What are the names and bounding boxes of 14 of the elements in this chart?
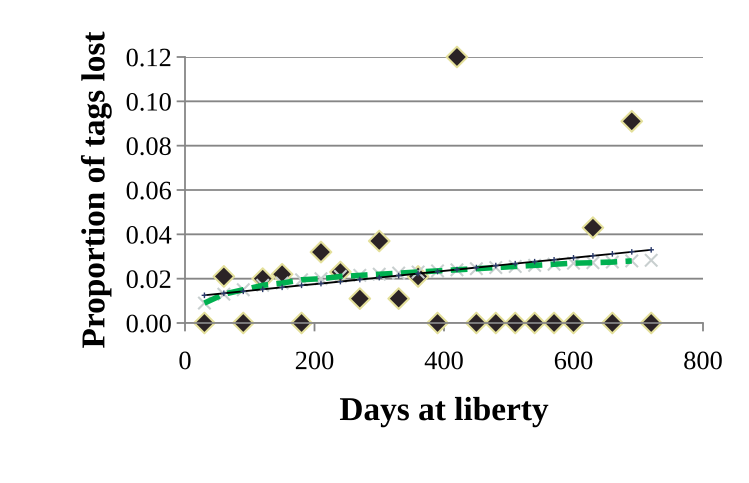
x-tick-label: 0 (179, 352, 191, 370)
x-tick-label: 200 (296, 352, 334, 370)
y-axis-title: Proportion of tags lost (80, 32, 112, 348)
x-axis-title: Days at liberty (340, 396, 548, 428)
y-tick-label: 0.10 (126, 92, 171, 111)
x-tick-label: 600 (554, 352, 592, 370)
y-tick-label: 0.12 (126, 48, 170, 67)
y-tick-label: 0.06 (126, 182, 172, 200)
y-tick-label: 0.00 (126, 314, 171, 333)
y-tick-label: 0.08 (126, 137, 171, 156)
y-tick-label: 0.02 (126, 270, 170, 288)
x-tick-label: 400 (424, 352, 463, 370)
x-tick-label: 800 (684, 352, 722, 370)
y-tick-label: 0.04 (126, 226, 172, 244)
